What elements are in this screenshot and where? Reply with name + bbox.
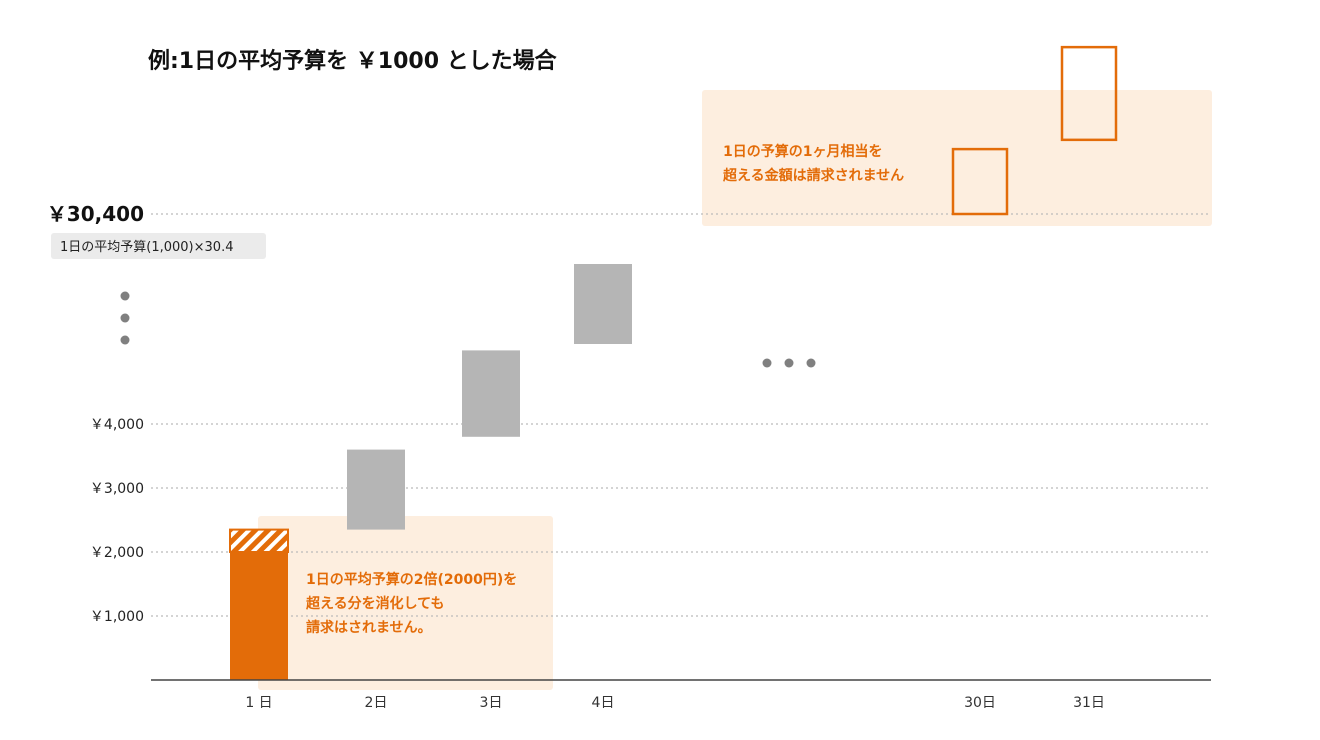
vertical-ellipsis-icon [120,291,130,345]
ellipsis-dot [784,358,794,368]
y-tick-label: ￥2,000 [90,545,144,561]
y-tick-label: ￥4,000 [90,417,144,433]
cap-line-sublabel-background [51,233,266,259]
ellipsis-dot [120,313,130,323]
annotation-1-line: 1日の平均予算の2倍(2000円)を [306,571,517,588]
bar-consumed [347,449,405,530]
bars [229,45,1118,680]
x-tick-label: 2日 [365,695,388,711]
annotation-1-background [258,516,553,690]
annotation-2-line: 超える金額は請求されません [722,167,904,184]
x-tick-label: 30日 [964,695,996,711]
x-tick-label: 31日 [1073,695,1105,711]
x-tick-label: 4日 [592,695,615,711]
chart-title: 例:1日の平均予算を ￥1000 とした場合 [148,48,558,74]
bar-charged [230,552,288,680]
bar-consumed [462,350,520,437]
bar-consumed [574,264,632,344]
x-tick-label: 3日 [480,695,503,711]
y-axis-labels: ￥1,000 ￥2,000 ￥3,000 ￥4,000 [90,417,144,625]
x-tick-label: 1 日 [245,695,272,711]
bar-over-limit-outline [1060,45,1118,142]
y-tick-label: ￥1,000 [90,609,144,625]
annotation-1-line: 請求はされません。 [306,619,432,636]
bar-over-limit-outline [951,147,1009,216]
annotation-1-line: 超える分を消化しても [305,595,444,612]
ellipsis-dot [806,358,816,368]
gridlines [151,213,1211,617]
bar-over-limit [229,528,289,553]
ellipsis-dot [120,335,130,345]
x-axis-labels: 1 日 2日 3日 4日 30日 31日 [245,695,1105,711]
ellipsis-dot [762,358,772,368]
cap-line-label: ￥30,400 [47,202,144,226]
horizontal-ellipsis-icon [762,358,816,368]
ellipsis-dot [120,291,130,301]
cap-line-sublabel: 1日の平均予算(1,000)×30.4 [60,240,233,255]
annotation-2-background [702,90,1212,226]
annotation-2-line: 1日の予算の1ヶ月相当を [723,143,882,160]
y-tick-label: ￥3,000 [90,481,144,497]
